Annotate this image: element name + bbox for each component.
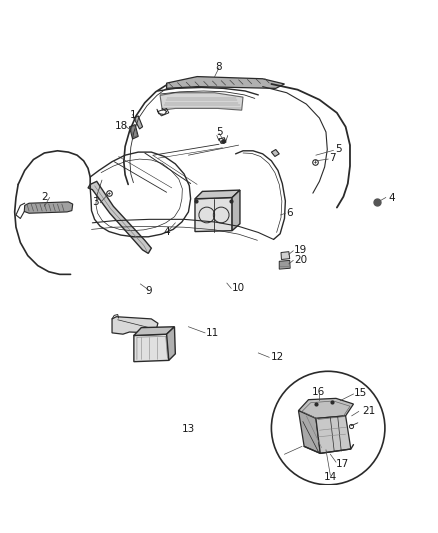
Polygon shape: [232, 190, 240, 231]
Text: 19: 19: [294, 245, 307, 255]
Text: 20: 20: [294, 255, 307, 264]
Polygon shape: [112, 317, 158, 334]
Polygon shape: [134, 327, 174, 335]
Text: 10: 10: [232, 284, 245, 293]
Text: 13: 13: [182, 424, 195, 434]
Text: 21: 21: [362, 406, 375, 416]
Text: 4: 4: [389, 192, 395, 203]
Text: 4: 4: [163, 227, 170, 237]
Polygon shape: [298, 410, 320, 454]
Text: 3: 3: [92, 197, 99, 207]
Text: 14: 14: [324, 472, 337, 482]
Polygon shape: [88, 181, 151, 253]
Text: 1: 1: [129, 110, 136, 119]
Text: 16: 16: [312, 387, 325, 397]
Polygon shape: [298, 398, 353, 418]
Text: 15: 15: [353, 388, 367, 398]
Text: 12: 12: [271, 352, 284, 362]
Text: 2: 2: [41, 192, 48, 201]
Text: 8: 8: [215, 61, 223, 71]
Polygon shape: [279, 261, 290, 269]
Polygon shape: [24, 202, 73, 213]
Text: 18: 18: [115, 121, 128, 131]
Polygon shape: [195, 190, 240, 199]
Text: 7: 7: [329, 153, 336, 163]
Polygon shape: [134, 116, 143, 129]
Polygon shape: [195, 198, 232, 231]
Polygon shape: [166, 327, 175, 360]
Polygon shape: [272, 149, 279, 157]
Polygon shape: [160, 93, 243, 110]
Polygon shape: [281, 252, 290, 260]
Polygon shape: [130, 125, 138, 139]
Text: 17: 17: [336, 459, 349, 469]
Polygon shape: [134, 334, 169, 362]
Text: 5: 5: [335, 144, 341, 155]
Text: 6: 6: [287, 208, 293, 218]
Text: 11: 11: [206, 328, 219, 338]
Polygon shape: [166, 77, 285, 88]
Polygon shape: [316, 416, 351, 454]
Text: 9: 9: [145, 286, 152, 296]
Text: 5: 5: [216, 127, 223, 137]
